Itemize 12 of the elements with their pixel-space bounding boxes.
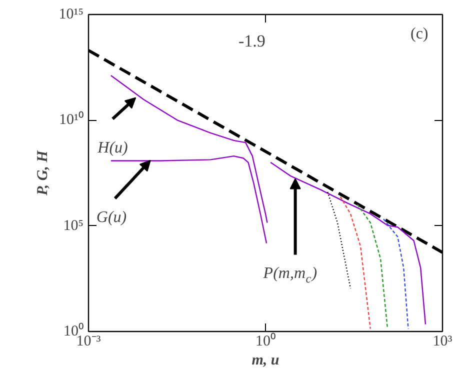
x-tick-label: 10⁰ [256,332,276,350]
y-tick-label: 10¹⁵ [58,6,84,22]
annotation: G(u) [96,208,127,226]
annotation: (c) [410,26,428,42]
y-tick-label: 10⁵ [63,218,84,234]
annotation: -1.9 [238,32,266,50]
y-tick-label: 10¹⁰ [59,111,84,128]
x-tick-label: 10³ [432,334,453,350]
line-series [340,196,372,330]
x-axis-title: m, u [252,352,280,368]
annotation: H(u) [96,139,128,156]
y-axis-title: P, G, H [34,149,51,196]
